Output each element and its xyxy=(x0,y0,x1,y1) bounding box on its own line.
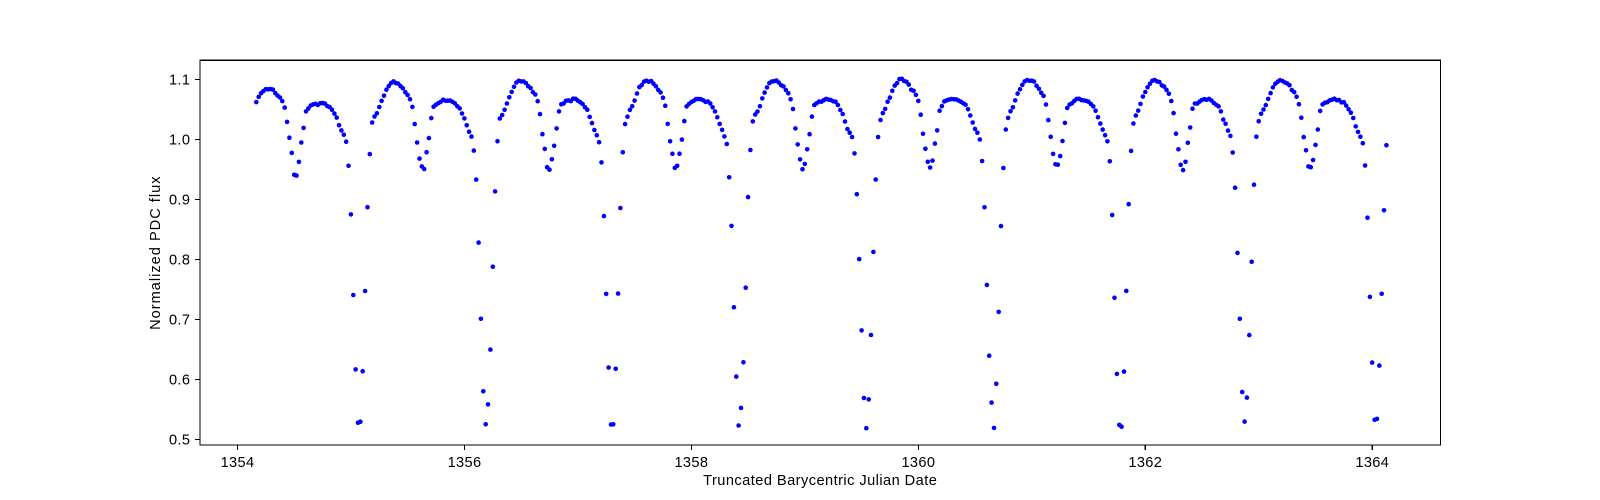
svg-text:0.8: 0.8 xyxy=(169,253,190,269)
svg-text:1362: 1362 xyxy=(1128,455,1162,471)
svg-text:0.6: 0.6 xyxy=(169,373,190,389)
svg-text:0.7: 0.7 xyxy=(169,313,190,329)
svg-text:Normalized PDC flux: Normalized PDC flux xyxy=(148,175,164,329)
svg-text:1360: 1360 xyxy=(901,455,935,471)
svg-text:1356: 1356 xyxy=(448,455,482,471)
svg-text:1354: 1354 xyxy=(221,455,255,471)
svg-text:1358: 1358 xyxy=(674,455,708,471)
svg-text:0.5: 0.5 xyxy=(169,433,190,449)
svg-text:0.9: 0.9 xyxy=(169,193,190,209)
svg-text:Truncated Barycentric Julian D: Truncated Barycentric Julian Date xyxy=(703,473,937,489)
svg-text:1364: 1364 xyxy=(1355,455,1389,471)
svg-text:1.0: 1.0 xyxy=(169,133,190,149)
svg-text:1.1: 1.1 xyxy=(169,73,190,89)
